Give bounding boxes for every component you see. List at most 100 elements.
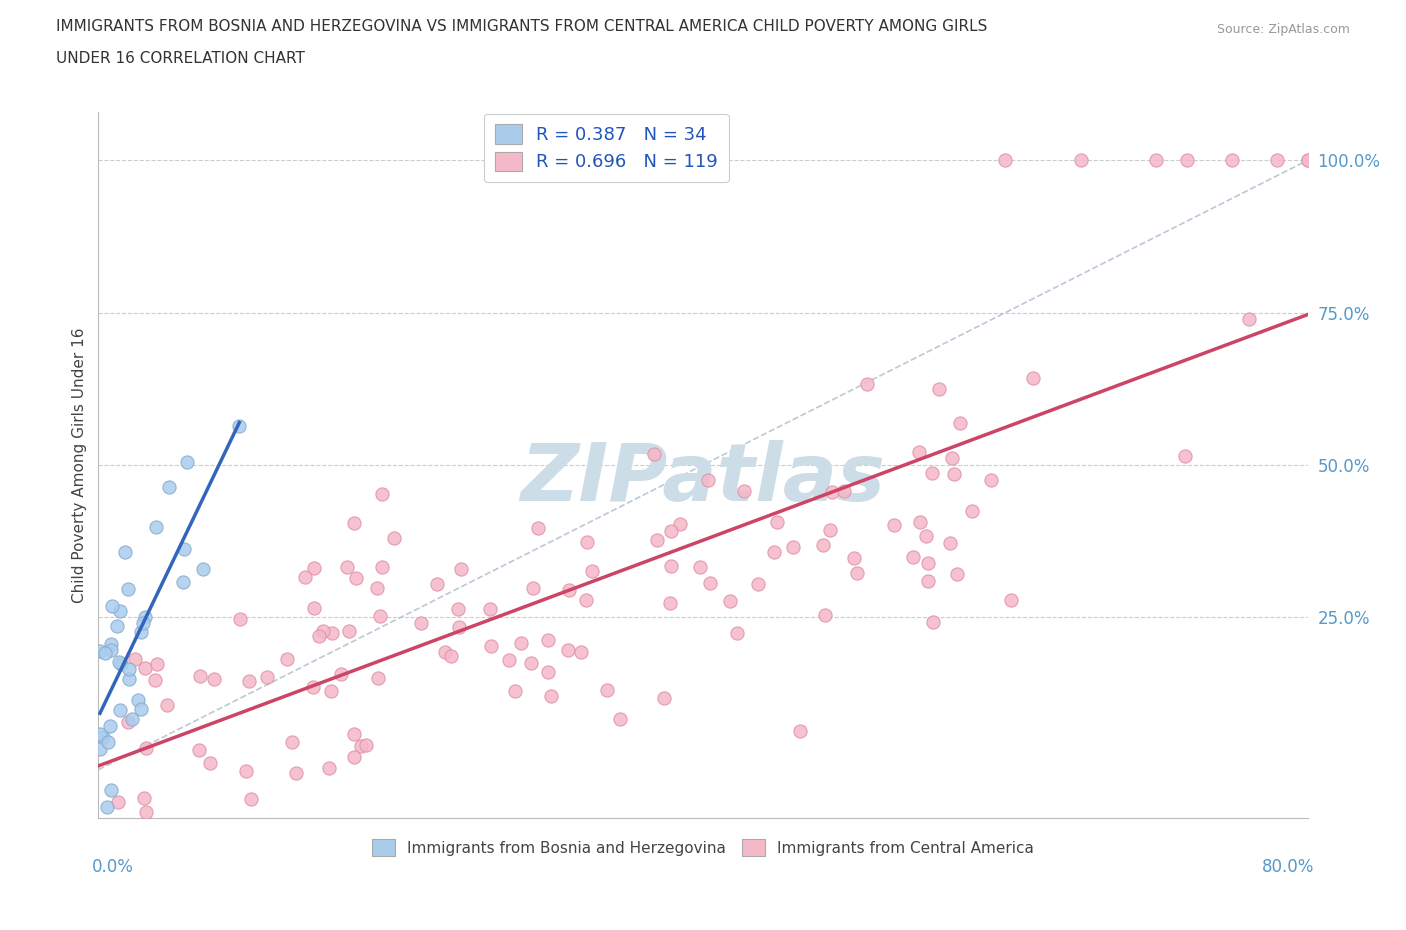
Point xyxy=(135,804,157,819)
Point xyxy=(537,632,560,647)
Point xyxy=(343,515,366,530)
Point xyxy=(537,665,560,680)
Point xyxy=(101,598,124,613)
Point xyxy=(367,671,389,685)
Point xyxy=(1070,153,1092,167)
Point xyxy=(343,750,366,764)
Point xyxy=(89,742,111,757)
Text: 80.0%: 80.0% xyxy=(1263,857,1315,876)
Point xyxy=(371,560,394,575)
Point xyxy=(235,764,257,778)
Point xyxy=(915,528,938,543)
Point xyxy=(811,538,834,552)
Point xyxy=(229,612,252,627)
Point xyxy=(321,626,343,641)
Point xyxy=(228,418,250,433)
Point xyxy=(479,638,502,653)
Point xyxy=(921,614,943,629)
Point xyxy=(344,571,367,586)
Point xyxy=(669,517,692,532)
Point xyxy=(699,576,721,591)
Point xyxy=(645,532,668,547)
Point xyxy=(447,601,470,616)
Point xyxy=(844,551,866,565)
Point xyxy=(994,153,1017,167)
Point xyxy=(350,738,373,753)
Point xyxy=(540,689,562,704)
Point xyxy=(318,761,340,776)
Point xyxy=(129,701,152,716)
Point xyxy=(117,581,139,596)
Point xyxy=(855,377,877,392)
Point xyxy=(845,565,868,580)
Point xyxy=(433,644,456,659)
Point xyxy=(145,657,167,671)
Point xyxy=(110,604,132,618)
Point xyxy=(127,693,149,708)
Point xyxy=(509,635,531,650)
Point xyxy=(302,561,325,576)
Point xyxy=(917,573,939,588)
Point xyxy=(366,581,388,596)
Point xyxy=(1296,153,1319,167)
Point xyxy=(343,727,366,742)
Point xyxy=(107,655,129,670)
Point xyxy=(93,729,115,744)
Point xyxy=(129,624,152,639)
Point xyxy=(917,556,939,571)
Point xyxy=(132,616,155,631)
Point xyxy=(110,657,132,671)
Point xyxy=(256,670,278,684)
Point xyxy=(520,656,543,671)
Point xyxy=(659,596,682,611)
Text: IMMIGRANTS FROM BOSNIA AND HERZEGOVINA VS IMMIGRANTS FROM CENTRAL AMERICA CHILD : IMMIGRANTS FROM BOSNIA AND HERZEGOVINA V… xyxy=(56,19,987,33)
Point xyxy=(832,484,855,498)
Point xyxy=(652,691,675,706)
Point xyxy=(156,698,179,713)
Point xyxy=(479,602,502,617)
Point xyxy=(176,455,198,470)
Point xyxy=(908,445,931,459)
Point xyxy=(308,629,330,644)
Point xyxy=(89,727,111,742)
Point xyxy=(411,616,433,631)
Point xyxy=(814,607,837,622)
Point xyxy=(97,735,120,750)
Point xyxy=(96,800,118,815)
Point xyxy=(946,566,969,581)
Point xyxy=(440,649,463,664)
Point xyxy=(240,791,263,806)
Point xyxy=(908,514,931,529)
Point xyxy=(595,683,617,698)
Point xyxy=(294,569,316,584)
Point xyxy=(302,680,325,695)
Point xyxy=(883,518,905,533)
Point xyxy=(135,740,157,755)
Point xyxy=(281,735,304,750)
Point xyxy=(191,561,214,576)
Point xyxy=(718,593,741,608)
Point xyxy=(145,520,167,535)
Point xyxy=(98,719,121,734)
Point xyxy=(336,560,359,575)
Point xyxy=(100,643,122,658)
Point xyxy=(581,564,603,578)
Point xyxy=(157,480,180,495)
Text: 0.0%: 0.0% xyxy=(91,857,134,876)
Point xyxy=(725,625,748,640)
Point xyxy=(818,523,841,538)
Point xyxy=(188,669,211,684)
Point xyxy=(609,711,631,726)
Point xyxy=(980,472,1002,487)
Y-axis label: Child Poverty Among Girls Under 16: Child Poverty Among Girls Under 16 xyxy=(72,327,87,603)
Point xyxy=(100,783,122,798)
Point xyxy=(117,714,139,729)
Point xyxy=(94,645,117,660)
Text: ZIPatlas: ZIPatlas xyxy=(520,440,886,518)
Point xyxy=(1144,153,1167,167)
Point xyxy=(1022,371,1045,386)
Point xyxy=(105,619,128,634)
Point xyxy=(941,451,963,466)
Point xyxy=(114,545,136,560)
Point xyxy=(134,660,156,675)
